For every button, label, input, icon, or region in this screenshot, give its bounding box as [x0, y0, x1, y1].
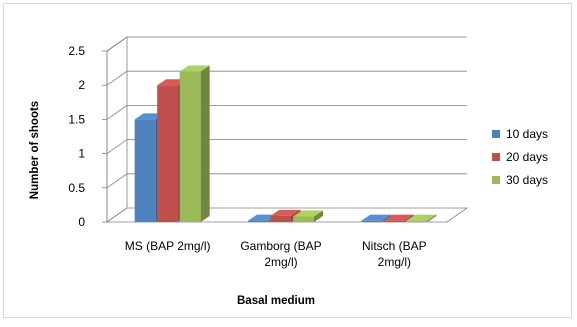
category-labels: MS (BAP 2mg/l) Gamborg (BAP 2mg/l) Nitsch (…	[125, 239, 427, 269]
side-wall	[106, 36, 128, 223]
bar-side	[200, 65, 210, 222]
x-axis-title: Basal medium	[237, 295, 315, 307]
bar-front	[134, 119, 156, 222]
legend-label: 10 days	[506, 127, 548, 141]
chart-frame: 0 0.5 1 1.5 2 2.5 MS (BAP 2mg/l) Gamborg (BAP 2…	[3, 3, 572, 318]
gridline	[106, 36, 467, 52]
bar-front	[383, 220, 405, 222]
y-tick-label: 0.5	[68, 181, 85, 195]
bar-top	[406, 214, 437, 221]
bar-chart: 0 0.5 1 1.5 2 2.5 MS (BAP 2mg/l) Gamborg (BAP 2…	[29, 36, 548, 307]
bar-top	[293, 210, 323, 217]
bar-front	[157, 85, 179, 222]
bar-front	[270, 215, 292, 222]
bar-side	[427, 214, 437, 222]
gridline	[106, 70, 467, 86]
category-label: MS (BAP 2mg/l)	[125, 239, 211, 253]
bar-front	[293, 216, 314, 222]
gridline	[106, 139, 467, 154]
y-tick-labels: 0 0.5 1 1.5 2 2.5	[68, 44, 108, 229]
legend-entry: 20 days	[492, 150, 548, 164]
bar-top	[361, 214, 392, 221]
legend-swatch	[492, 130, 500, 138]
bar-side	[314, 210, 323, 222]
chart-walls	[106, 36, 128, 223]
legend-label: 20 days	[506, 150, 548, 164]
bars	[134, 65, 437, 223]
category-label: Gamborg (BAP 2mg/l)	[240, 239, 321, 269]
bar-front	[248, 220, 269, 222]
legend-entry: 10 days	[492, 127, 548, 141]
bar-front	[179, 71, 201, 223]
bar-front	[361, 220, 383, 222]
y-tick-label: 2.5	[68, 44, 85, 58]
bar-top	[179, 65, 210, 72]
gridline	[106, 105, 467, 120]
bar	[293, 210, 323, 222]
y-tick-label: 1	[78, 147, 85, 161]
legend-label: 30 days	[506, 173, 548, 187]
legend-swatch	[492, 153, 500, 161]
bar-top	[270, 209, 301, 216]
bar	[406, 214, 437, 222]
bar	[179, 65, 210, 223]
y-axis-title: Number of shoots	[29, 101, 41, 199]
gridlines	[106, 36, 467, 189]
bar-front	[406, 220, 428, 222]
legend-entry: 30 days	[492, 173, 548, 187]
gridline	[106, 173, 467, 189]
category-label: Nitsch (BAP 2mg/l)	[362, 239, 427, 269]
legend-swatch	[492, 176, 500, 184]
bar-top	[383, 214, 414, 221]
y-tick-label: 1.5	[68, 112, 85, 126]
y-tick-label: 2	[78, 78, 85, 92]
y-tick-label: 0	[78, 215, 85, 229]
legend: 10 days 20 days 30 days	[492, 127, 548, 187]
